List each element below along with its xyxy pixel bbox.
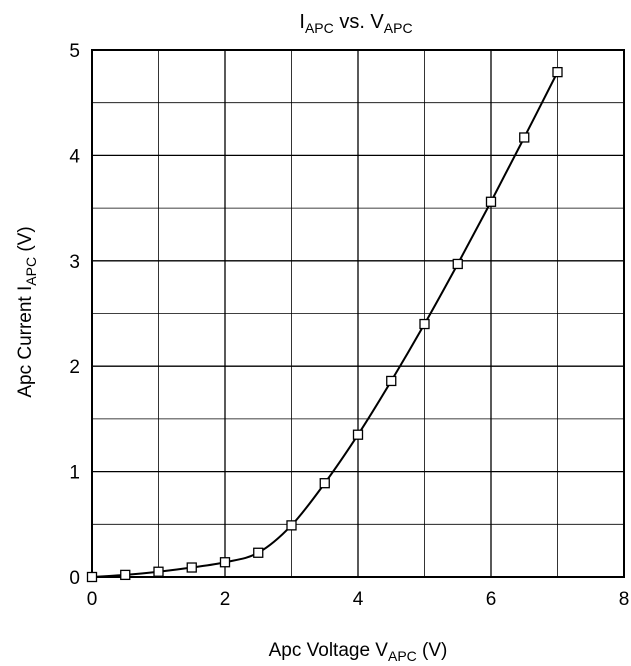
y-tick-label: 5: [69, 41, 80, 62]
y-tick-label: 2: [69, 357, 80, 378]
y-axis-ticks: 0 1 2 3 4 5: [69, 41, 80, 589]
series-line: [91, 71, 559, 578]
x-tick-label: 2: [220, 589, 231, 610]
x-axis-ticks: 0 2 4 6 8: [87, 589, 630, 610]
data-point-marker: [485, 196, 497, 207]
plot-frame: [91, 49, 625, 578]
data-point-marker: [86, 571, 98, 583]
x-tick-label: 4: [353, 589, 364, 610]
y-tick-label: 3: [69, 252, 80, 273]
data-point-marker: [153, 566, 164, 577]
grid-lines: [92, 50, 624, 577]
data-point-marker: [386, 375, 397, 387]
data-point-marker: [120, 569, 131, 581]
data-point-marker: [286, 520, 297, 531]
y-tick-label: 1: [69, 463, 80, 484]
y-axis-label: Apc Current IAPC (V): [15, 226, 39, 397]
data-point-marker: [219, 557, 231, 568]
series-layer: [86, 66, 563, 583]
data-point-marker: [319, 478, 330, 489]
x-tick-label: 0: [87, 589, 98, 610]
data-point-marker: [352, 429, 364, 440]
x-axis-label: Apc Voltage VAPC (V): [269, 640, 448, 664]
data-point-marker: [253, 547, 264, 558]
chart-title: IAPC vs. VAPC: [299, 11, 412, 36]
y-tick-label: 4: [69, 146, 80, 167]
data-point-marker: [452, 258, 463, 270]
data-point-marker: [519, 132, 530, 143]
data-point-marker: [186, 562, 197, 573]
y-tick-label: 0: [69, 568, 80, 589]
x-tick-label: 6: [486, 589, 497, 610]
data-point-marker: [419, 318, 430, 330]
x-tick-label: 8: [619, 589, 630, 610]
data-point-marker: [552, 66, 563, 78]
